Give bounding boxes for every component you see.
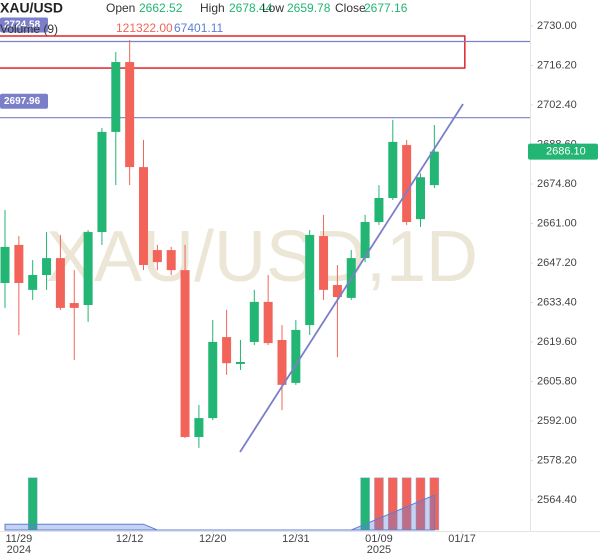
- y-tick-label: 2716.20: [537, 59, 577, 71]
- candle-body: [83, 232, 93, 306]
- x-tick-label: 12/12: [116, 533, 144, 545]
- candle-body: [291, 329, 301, 383]
- y-tick-label: 2619.60: [537, 336, 577, 348]
- price-tag-bg: [0, 93, 48, 109]
- candle-body: [69, 303, 79, 308]
- candle-body: [125, 62, 135, 168]
- ohlc-label: Close: [335, 1, 366, 15]
- candle-body: [332, 285, 342, 298]
- price-tag-bg: [0, 17, 48, 33]
- candle-body: [111, 62, 121, 132]
- volume-value: 121322.00: [116, 21, 173, 35]
- candle-body: [180, 270, 190, 437]
- y-tick-label: 2661.00: [537, 217, 577, 229]
- candle-body: [152, 250, 162, 263]
- candle-body: [28, 274, 38, 290]
- watermark: XAU/USD,1D: [46, 217, 478, 297]
- x-tick-label: 11/29: [5, 533, 32, 545]
- candle-body: [222, 337, 232, 364]
- y-tick-label: 2633.40: [537, 296, 577, 308]
- price-tag: 2724.58: [0, 17, 48, 33]
- year-label: 2024: [7, 544, 31, 556]
- candle-body: [42, 258, 52, 275]
- y-tick-label: 2592.00: [537, 415, 577, 427]
- x-tick-label: 12/20: [199, 533, 227, 545]
- ohlc-label: Open: [106, 1, 135, 15]
- candle-body: [277, 339, 287, 385]
- candle-body: [402, 145, 412, 223]
- y-tick-label: 2730.00: [537, 20, 577, 32]
- x-tick-label: 01/17: [448, 533, 476, 545]
- y-tick-label: 2647.20: [537, 257, 577, 269]
- candle-body: [416, 177, 425, 220]
- price-tag: 2697.96: [0, 93, 48, 109]
- candle-body: [249, 301, 259, 342]
- plot-background: [0, 0, 600, 532]
- ohlc-label: Low: [262, 1, 284, 15]
- candle-body: [263, 301, 273, 344]
- price-tag-label: 2697.96: [4, 96, 41, 107]
- candle-body: [305, 234, 315, 326]
- volume-ma-area: [4, 494, 435, 531]
- x-tick-label: 12/31: [282, 533, 310, 545]
- y-tick-label: 2578.20: [537, 454, 577, 466]
- candle-body: [97, 131, 107, 233]
- volume-label: Volume (9): [0, 22, 58, 36]
- year-label: 2025: [367, 544, 391, 556]
- candle-body: [55, 258, 65, 308]
- y-tick-label: 2605.80: [537, 375, 577, 387]
- trendline: [239, 103, 464, 453]
- y-tick-label: 2702.40: [537, 99, 577, 111]
- candle-body: [139, 167, 148, 265]
- volume-bar: [27, 477, 38, 531]
- zone-box: [0, 35, 466, 69]
- price-tag-label: 2724.58: [4, 20, 41, 31]
- symbol-title: XAU/USD: [0, 0, 63, 16]
- volume-bar: [360, 477, 370, 531]
- ohlc-label: High: [200, 1, 225, 15]
- ohlc-value: 2678.44: [229, 1, 273, 15]
- candle-body: [319, 236, 329, 290]
- candle-body: [166, 250, 176, 271]
- candle-body: [360, 222, 370, 259]
- ohlc-value: 2662.52: [139, 1, 183, 15]
- ohlc-value: 2677.16: [364, 1, 408, 15]
- candle-body: [374, 197, 384, 223]
- last-price-label: 2686.10: [546, 146, 586, 158]
- candle-body: [208, 341, 218, 419]
- candle-body: [14, 244, 24, 284]
- last-price-tag: [528, 143, 598, 160]
- candle-body: [194, 418, 204, 437]
- volume-ma-value: 67401.11: [174, 21, 223, 35]
- y-tick-label: 2564.40: [537, 494, 577, 506]
- ohlc-value: 2659.78: [287, 1, 331, 15]
- candle-body: [235, 361, 245, 364]
- candle-body: [0, 246, 10, 284]
- x-tick-label: 01/09: [365, 533, 393, 545]
- candle-body: [388, 141, 398, 198]
- candle-body: [429, 151, 439, 186]
- y-tick-label: 2674.80: [537, 178, 577, 190]
